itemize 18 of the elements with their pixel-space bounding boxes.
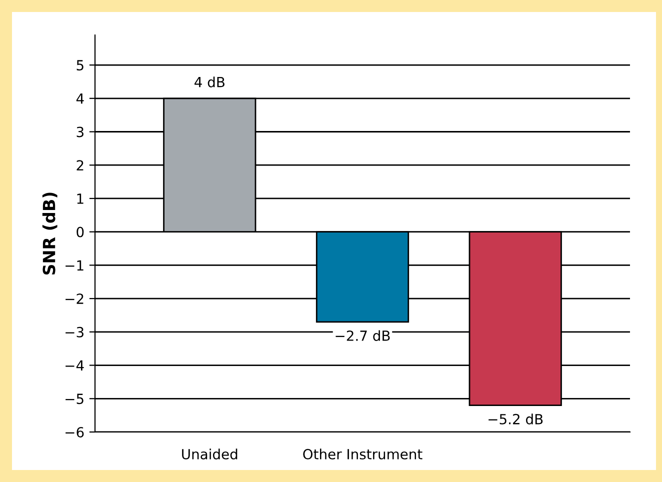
y-axis-title: SNR (dB) [42, 192, 58, 275]
y-tick-label: −6 [66, 426, 84, 438]
y-tick-label: 3 [76, 126, 84, 138]
x-tick-label: Other Instrument [303, 448, 422, 460]
y-tick-label: 1 [77, 194, 84, 204]
data-label: −2.7 dB [336, 330, 390, 341]
y-tick-label: 5 [76, 60, 84, 70]
y-tick-label: 2 [76, 160, 84, 170]
y-tick-label: −2 [66, 294, 84, 304]
data-label: 4 dB [194, 76, 224, 88]
data-label: −5.2 dB [488, 414, 543, 424]
y-tick-label: −4 [66, 360, 84, 371]
y-tick-label: 4 [76, 94, 84, 104]
y-tick-label: −5 [66, 394, 84, 404]
y-tick-label: 0 [76, 226, 84, 238]
y-tick-label: −1 [66, 260, 84, 270]
x-tick-label: Unaided [182, 448, 238, 460]
y-tick-label: −3 [66, 326, 84, 338]
